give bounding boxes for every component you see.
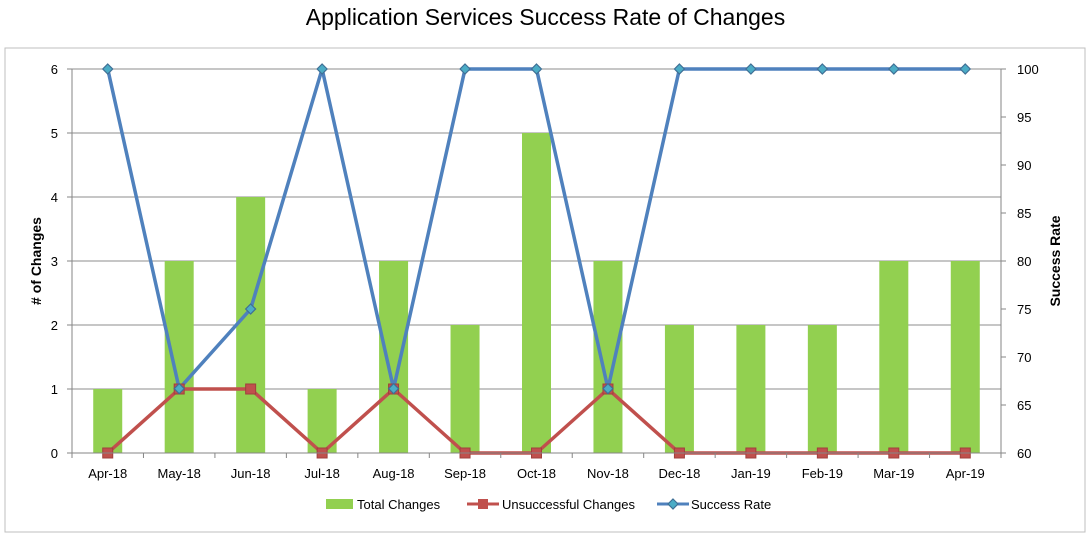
legend-label-unsuccessful-changes: Unsuccessful Changes [502,497,635,512]
y-tick-label: 3 [51,254,58,269]
x-tick-label: Sep-18 [444,466,486,481]
marker-success-rate [387,382,400,395]
y2-tick-label: 85 [1017,206,1031,221]
bar-total-changes [879,261,909,453]
y-tick-label: 0 [51,446,58,461]
bar-total-changes [164,261,194,453]
marker-success-rate [101,63,114,75]
marker-success-rate [173,382,186,395]
x-tick-label: Jan-19 [731,466,771,481]
y2-tick-label: 80 [1017,254,1031,269]
bar-total-changes [736,325,766,453]
bar-total-changes [593,261,623,453]
bar-total-changes [236,197,266,453]
y2-tick-label: 95 [1017,110,1031,125]
x-tick-label: Jul-18 [304,466,339,481]
marker-success-rate [602,382,614,395]
legend: Total Changes Unsuccessful Changes Success… [326,497,771,512]
y2-tick-label: 60 [1017,446,1031,461]
y2-tick-label: 100 [1017,62,1039,77]
y-tick-label: 4 [51,190,58,205]
x-tick-label: Mar-19 [873,466,914,481]
bar-total-changes [807,325,837,453]
y2-tick-label: 90 [1017,158,1031,173]
legend-swatch-total-changes [326,499,353,509]
bar-total-changes [522,133,551,453]
marker-success-rate [459,63,471,75]
bar-layer [93,133,980,453]
marker-success-rate [959,63,972,75]
legend-label-success-rate: Success Rate [691,497,771,512]
y2-axis-title: Success Rate [1047,215,1063,306]
marker-success-rate [816,63,829,75]
x-tick-label: Aug-18 [373,466,415,481]
x-tick-label: Feb-19 [802,466,843,481]
marker-success-rate [530,63,543,75]
axis-layer: 0 1 2 3 4 5 6 60 65 70 75 80 85 90 95 100 Apr-18 May-18 Ju… [51,62,1039,481]
x-tick-label: Apr-19 [946,466,985,481]
marker-success-rate [745,63,757,75]
y2-tick-label: 65 [1017,398,1031,413]
y-tick-label: 6 [51,62,58,77]
chart-area-border [4,47,1086,533]
marker-success-rate [887,63,900,75]
marker-success-rate [673,63,686,75]
x-tick-label: Nov-18 [587,466,629,481]
legend-marker-success-rate [667,498,679,510]
bar-total-changes [450,325,480,453]
x-tick-label: Apr-18 [88,466,127,481]
legend-marker-unsuccessful-changes [478,499,488,509]
bar-total-changes [379,261,409,453]
marker-unsuccessful-changes [245,383,257,395]
y2-tick-label: 75 [1017,302,1031,317]
x-tick-label: Oct-18 [517,466,556,481]
bar-total-changes [950,261,980,453]
x-tick-label: Dec-18 [658,466,700,481]
x-tick-label: May-18 [158,466,201,481]
y-tick-label: 2 [51,318,58,333]
marker-success-rate [316,63,328,75]
bar-total-changes [664,325,694,453]
chart-title: Application Services Success Rate of Cha… [305,4,786,30]
y2-tick-label: 70 [1017,350,1031,365]
legend-label-total-changes: Total Changes [357,497,441,512]
marker-success-rate [244,303,257,315]
x-tick-label: Jun-18 [231,466,271,481]
y-tick-label: 1 [51,382,58,397]
y-axis-title: # of Changes [28,217,44,305]
y-tick-label: 5 [51,126,58,141]
